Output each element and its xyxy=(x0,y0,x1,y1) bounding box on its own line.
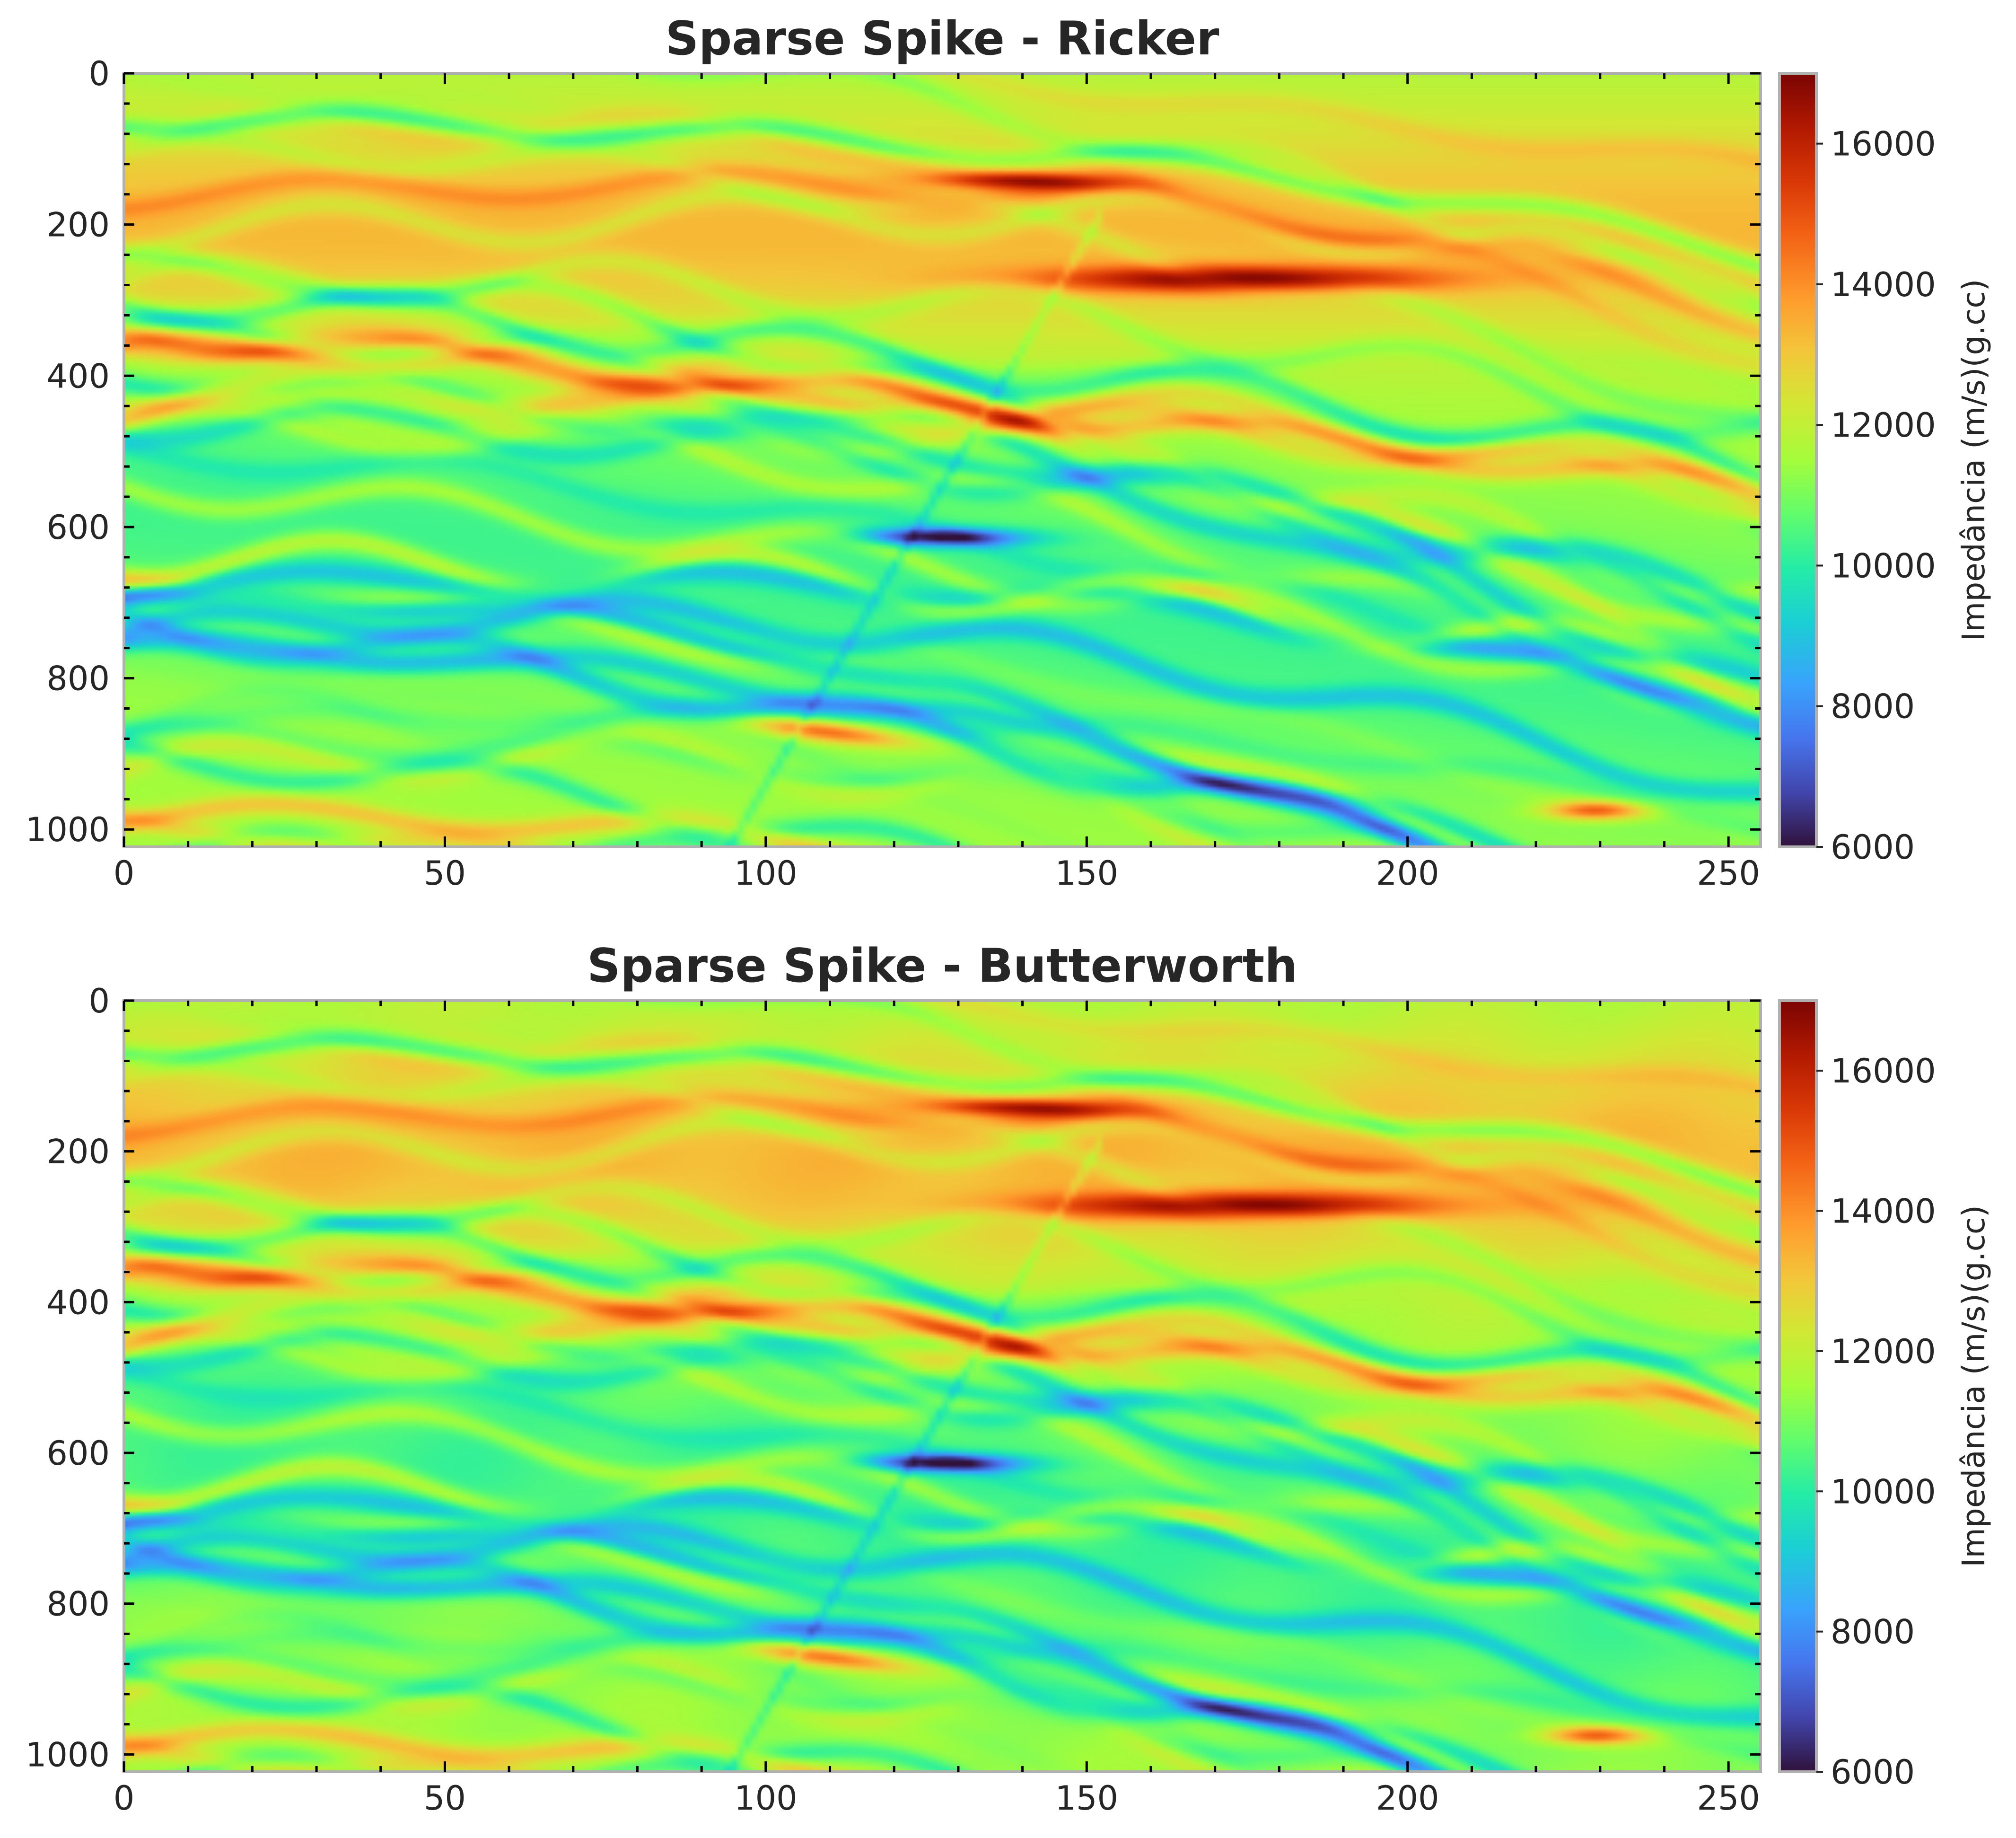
x-tick-label: 50 xyxy=(424,1779,466,1818)
x-tick-label: 0 xyxy=(114,1779,135,1818)
axes-frame xyxy=(123,999,1762,1773)
colorbar-frame xyxy=(1778,999,1818,1773)
colorbar xyxy=(1779,1001,1816,1772)
colorbar-tick-label: 8000 xyxy=(1831,687,1915,726)
colorbar-label: Impedância (m/s)(g.cc) xyxy=(1955,279,1992,642)
y-tick-label: 1000 xyxy=(26,810,110,849)
colorbar-tick-label: 12000 xyxy=(1831,406,1936,445)
colorbar-tick-label: 14000 xyxy=(1831,1192,1936,1231)
colorbar xyxy=(1779,73,1816,847)
y-tick-label: 800 xyxy=(46,660,110,698)
y-tick-label: 200 xyxy=(46,1133,110,1171)
y-tick-label: 1000 xyxy=(26,1735,110,1774)
colorbar-tick-label: 16000 xyxy=(1831,1052,1936,1090)
x-tick-label: 250 xyxy=(1697,854,1760,893)
x-tick-label: 0 xyxy=(114,854,135,893)
y-tick-label: 0 xyxy=(88,54,110,93)
x-tick-label: 200 xyxy=(1376,854,1439,893)
colorbar-tick-label: 16000 xyxy=(1831,125,1936,164)
heatmap-image xyxy=(124,73,1761,847)
heatmap-image xyxy=(124,1001,1761,1772)
x-tick-label: 250 xyxy=(1697,1779,1760,1818)
axes-frame xyxy=(123,72,1762,848)
colorbar-tick-label: 10000 xyxy=(1831,1472,1936,1511)
colorbar-tick-label: 10000 xyxy=(1831,546,1936,585)
colorbar-tick-label: 6000 xyxy=(1831,1753,1915,1792)
x-tick-label: 150 xyxy=(1055,1779,1118,1818)
x-tick-label: 100 xyxy=(734,1779,798,1818)
x-tick-label: 50 xyxy=(424,854,466,893)
y-tick-label: 400 xyxy=(46,1283,110,1322)
x-tick-label: 200 xyxy=(1376,1779,1439,1818)
colorbar-tick-label: 12000 xyxy=(1831,1332,1936,1371)
y-tick-label: 200 xyxy=(46,206,110,245)
colorbar-frame xyxy=(1778,72,1818,848)
chart-title: Sparse Spike - Ricker xyxy=(666,12,1220,66)
x-tick-label: 150 xyxy=(1055,854,1118,893)
chart-title: Sparse Spike - Butterworth xyxy=(587,939,1297,993)
y-tick-label: 600 xyxy=(46,508,110,547)
y-tick-label: 400 xyxy=(46,357,110,396)
colorbar-tick-label: 14000 xyxy=(1831,265,1936,304)
y-tick-label: 0 xyxy=(88,982,110,1020)
ricker-panel: Sparse Spike - Ricker 0 50 100 150 200 250 0 200… xyxy=(26,12,1992,893)
colorbar-tick-label: 6000 xyxy=(1831,828,1915,867)
colorbar-tick-label: 8000 xyxy=(1831,1613,1915,1652)
y-tick-label: 600 xyxy=(46,1434,110,1473)
colorbar-label: Impedância (m/s)(g.cc) xyxy=(1955,1205,1992,1567)
x-tick-label: 100 xyxy=(734,854,798,893)
butterworth-panel: Sparse Spike - Butterworth 0 50 100 150 200 25… xyxy=(26,939,1992,1818)
y-tick-label: 800 xyxy=(46,1585,110,1624)
